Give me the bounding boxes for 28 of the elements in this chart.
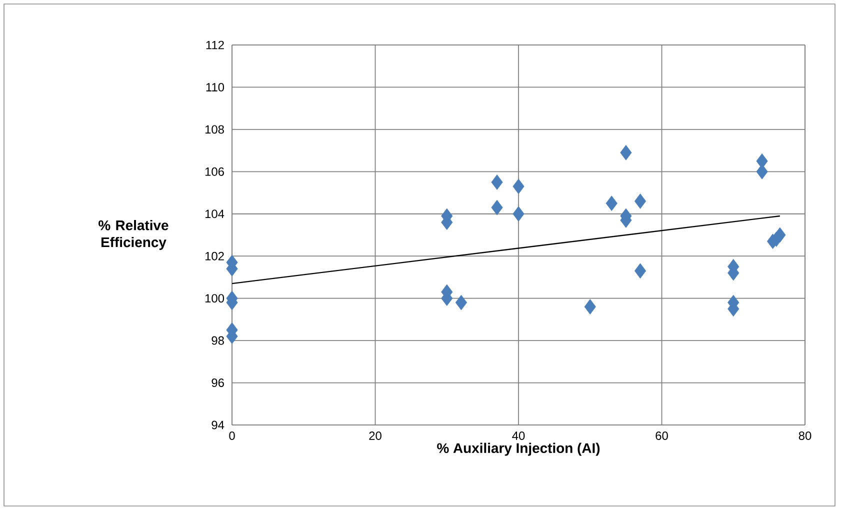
x-tick-label: 20	[369, 432, 382, 440]
point	[512, 178, 524, 194]
point	[455, 294, 468, 310]
y-tick-label: 98	[212, 336, 224, 345]
y-tick-label: 108	[205, 125, 224, 134]
point	[634, 263, 646, 279]
y-tick-label: 100	[205, 294, 224, 303]
point	[634, 194, 646, 209]
x-tick-label: 40	[512, 432, 525, 440]
y-tick-label: 94	[212, 420, 224, 430]
point	[606, 196, 618, 211]
y-tick-label: 104	[205, 210, 224, 218]
y-tick-label: 96	[212, 378, 224, 387]
point	[620, 144, 632, 160]
point	[491, 174, 503, 190]
y-tick-label: 112	[206, 40, 224, 50]
y-tick-label: 102	[205, 252, 224, 260]
y-axis-title: % Relative Efficiency	[98, 220, 168, 250]
point	[512, 206, 524, 222]
x-tick-label: 60	[656, 432, 668, 440]
point	[584, 299, 596, 314]
point	[491, 200, 503, 216]
x-tick-label: 80	[798, 432, 812, 440]
y-tick-label: 106	[205, 167, 224, 176]
x-tick-label: 0	[229, 432, 235, 440]
point	[774, 227, 786, 243]
x-axis-title: % Auxiliary Injection (AI)	[437, 442, 600, 456]
y-tick-label: 110	[206, 82, 224, 92]
